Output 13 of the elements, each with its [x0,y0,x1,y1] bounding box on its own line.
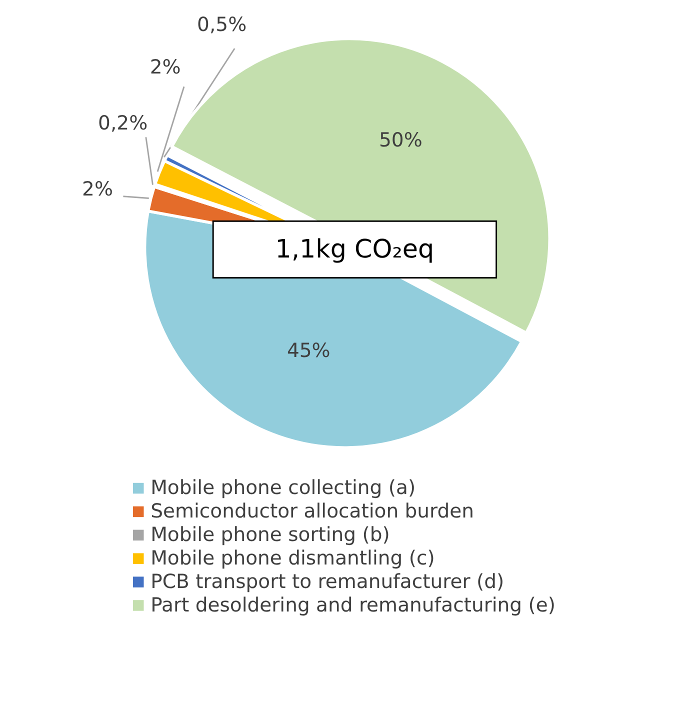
legend-label: Mobile phone collecting (a) [150,476,416,500]
legend-label: Mobile phone sorting (b) [150,522,390,546]
data-label: 50% [379,128,422,152]
data-label: 2% [150,55,181,78]
text: 1,1kg CO₂eq [275,233,434,264]
legend-label: Mobile phone dismantling (c) [150,546,435,570]
data-label: 0,2% [98,112,148,135]
data-label: 45% [286,338,330,362]
data-label: 0,5% [197,12,247,36]
data-label: 2% [82,178,114,201]
legend-label: Semiconductor allocation burden [150,500,474,523]
legend-label: Part desoldering and remanufacturing (e) [150,593,556,616]
legend-label: PCB transport to remanufacturer (d) [150,570,504,593]
